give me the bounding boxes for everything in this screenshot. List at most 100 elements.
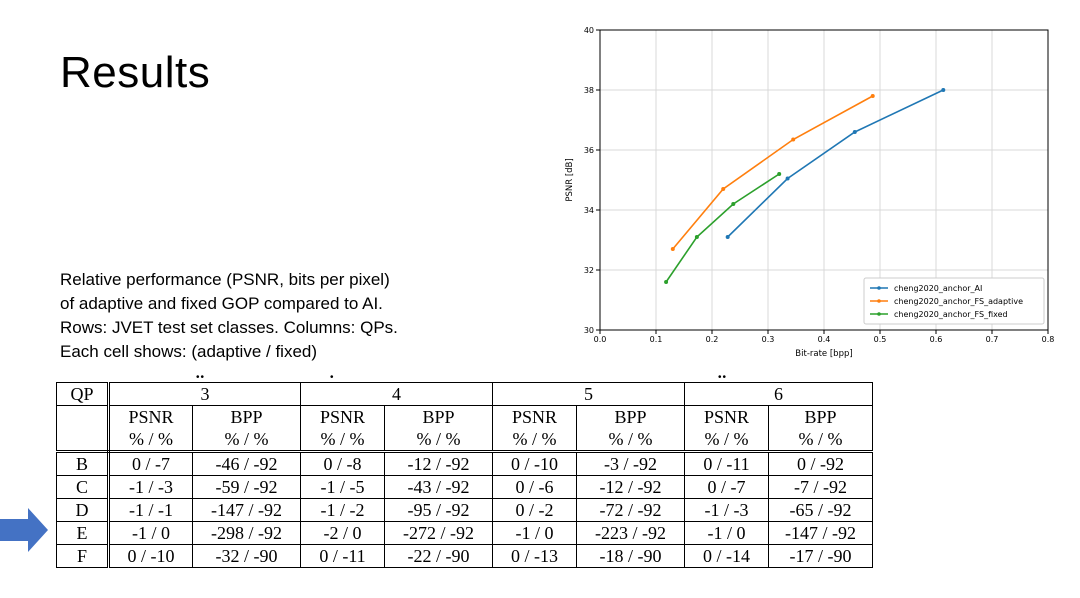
- table-cell: 0 / -7: [684, 475, 769, 499]
- highlight-arrow-icon: [0, 508, 48, 552]
- legend-label: cheng2020_anchor_FS_fixed: [894, 310, 1008, 319]
- data-point: [725, 235, 730, 239]
- table-cell: 0 / -6: [492, 475, 577, 499]
- data-point: [721, 187, 726, 191]
- table-cell: -1 / 0: [492, 521, 577, 545]
- table-row: C -1 / -3 -59 / -92 -1 / -5 -43 / -92 0 / -6 -…: [56, 475, 873, 499]
- empty-header-cell: [56, 405, 110, 453]
- legend-label: cheng2020_anchor_AI: [894, 284, 982, 293]
- table-cell: 0 / -2: [492, 498, 577, 522]
- data-point: [785, 176, 790, 181]
- x-tick-label: 0.0: [594, 335, 607, 344]
- metric-header: PSNR% / %: [300, 405, 385, 453]
- y-tick-label: 34: [584, 206, 594, 215]
- x-tick-label: 0.8: [1042, 335, 1055, 344]
- decorative-dots: •: [330, 372, 335, 383]
- row-class-label: E: [56, 521, 110, 545]
- metric-header: BPP% / %: [576, 405, 685, 453]
- table-cell: -2 / 0: [300, 521, 385, 545]
- metric-header: BPP% / %: [384, 405, 493, 453]
- metric-header: PSNR% / %: [108, 405, 193, 453]
- description-line: Each cell shows: (adaptive / fixed): [60, 342, 318, 361]
- description-line: Rows: JVET test set classes. Columns: QP…: [60, 318, 398, 337]
- qp-value: 3: [108, 382, 301, 406]
- table-cell: -22 / -90: [384, 544, 493, 568]
- table-cell: -1 / -1: [108, 498, 193, 522]
- row-class-label: C: [56, 475, 110, 499]
- table-cell: -3 / -92: [576, 451, 685, 476]
- table-cell: 0 / -10: [108, 544, 193, 568]
- table-cell: -298 / -92: [192, 521, 301, 545]
- legend-marker: [877, 299, 881, 303]
- y-tick-label: 36: [584, 146, 594, 155]
- y-tick-label: 32: [584, 266, 594, 275]
- x-tick-label: 0.3: [762, 335, 775, 344]
- data-point: [941, 88, 946, 92]
- x-tick-label: 0.6: [930, 335, 943, 344]
- table-row: D -1 / -1 -147 / -92 -1 / -2 -95 / -92 0 / -2…: [56, 498, 873, 522]
- table-cell: -1 / -3: [108, 475, 193, 499]
- table-cell: -43 / -92: [384, 475, 493, 499]
- table-cell: -1 / -3: [684, 498, 769, 522]
- series-line: [672, 95, 874, 250]
- legend-box: [863, 277, 1045, 325]
- plot-frame: [599, 29, 1049, 331]
- x-axis-label: Bit-rate [bpp]: [795, 349, 852, 359]
- table-cell: -1 / -2: [300, 498, 385, 522]
- table-cell: -65 / -92: [768, 498, 873, 522]
- table-cell: -95 / -92: [384, 498, 493, 522]
- qp-value: 5: [492, 382, 685, 406]
- x-tick-label: 0.7: [986, 335, 999, 344]
- legend-marker: [877, 312, 881, 316]
- chart-legend: cheng2020_anchor_AI cheng2020_anchor_FS_a…: [863, 277, 1045, 325]
- data-point: [870, 94, 875, 98]
- row-class-label: B: [56, 451, 110, 476]
- data-point: [777, 172, 782, 176]
- decorative-dots: ••: [196, 372, 206, 383]
- legend-label: cheng2020_anchor_FS_adaptive: [894, 297, 1023, 306]
- table-cell: -1 / 0: [684, 521, 769, 545]
- table-row: E -1 / 0 -298 / -92 -2 / 0 -272 / -92 -1 / 0-…: [56, 521, 873, 545]
- description: Relative performance (PSNR, bits per pix…: [60, 268, 480, 364]
- data-point: [670, 247, 675, 251]
- table-cell: 0 / -13: [492, 544, 577, 568]
- series-line: [727, 89, 944, 238]
- data-point: [791, 137, 796, 142]
- qp-header-row: QP 3 4 5 6: [56, 382, 873, 406]
- series-line: [665, 173, 780, 283]
- metric-header-row: PSNR% / % BPP% / % PSNR% / % BPP% / % PS…: [56, 405, 873, 453]
- data-point: [664, 280, 669, 284]
- table-cell: -1 / 0: [108, 521, 193, 545]
- legend-marker: [877, 286, 881, 290]
- decorative-dots: ••: [718, 372, 728, 383]
- x-tick-label: 0.2: [706, 335, 719, 344]
- table-cell: 0 / -92: [768, 451, 873, 476]
- y-tick-label: 38: [584, 86, 594, 95]
- table-cell: -1 / -5: [300, 475, 385, 499]
- qp-value: 6: [684, 382, 873, 406]
- table-cell: -72 / -92: [576, 498, 685, 522]
- table-cell: -46 / -92: [192, 451, 301, 476]
- table-cell: -59 / -92: [192, 475, 301, 499]
- metric-header: PSNR% / %: [492, 405, 577, 453]
- y-tick-label: 40: [584, 26, 594, 35]
- chart-axes: 0.0 0.1 0.2 0.3 0.4 0.5 0.6 0.7 0.8 30 32 34 36 38 40 B…: [565, 26, 1054, 359]
- table-cell: 0 / -10: [492, 451, 577, 476]
- chart-series: [664, 88, 946, 284]
- table-cell: -7 / -92: [768, 475, 873, 499]
- slide-title: Results: [60, 48, 211, 97]
- results-table: QP 3 4 5 6 PSNR% / % BPP% / % PSNR% / % …: [56, 382, 873, 568]
- table-cell: -147 / -92: [192, 498, 301, 522]
- data-point: [852, 130, 857, 134]
- table-cell: -17 / -90: [768, 544, 873, 568]
- row-class-label: F: [56, 544, 110, 568]
- results-table-wrap: QP 3 4 5 6 PSNR% / % BPP% / % PSNR% / % …: [56, 382, 873, 568]
- metric-header: BPP% / %: [768, 405, 873, 453]
- x-tick-label: 0.5: [874, 335, 887, 344]
- table-cell: 0 / -7: [108, 451, 193, 476]
- y-tick-label: 30: [584, 326, 594, 335]
- metric-header: PSNR% / %: [684, 405, 769, 453]
- row-class-label: D: [56, 498, 110, 522]
- table-cell: -32 / -90: [192, 544, 301, 568]
